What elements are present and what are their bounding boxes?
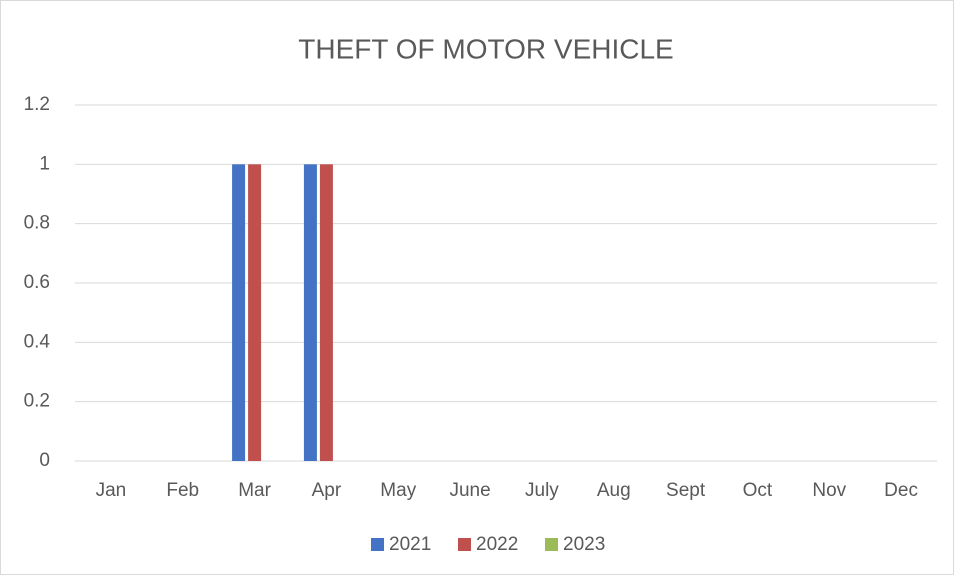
legend-swatch [371, 538, 384, 551]
y-tick-label: 1 [39, 153, 50, 174]
x-tick-label: May [380, 480, 416, 501]
x-tick-label: Sept [666, 480, 706, 501]
x-tick-label: Apr [312, 480, 342, 501]
legend-swatch [545, 538, 558, 551]
bar [248, 164, 262, 462]
bar [319, 164, 333, 462]
x-tick-label: Feb [166, 480, 199, 501]
x-tick-label: Oct [743, 480, 773, 501]
legend-label: 2023 [563, 534, 605, 555]
x-tick-label: Dec [884, 480, 918, 501]
x-tick-label: Aug [597, 480, 631, 501]
y-tick-label: 0.2 [24, 391, 50, 412]
x-tick-label: Jan [96, 480, 127, 501]
x-tick-label: June [449, 480, 490, 501]
y-tick-label: 1.2 [24, 94, 50, 115]
y-tick-label: 0.6 [24, 272, 50, 293]
y-tick-label: 0 [39, 450, 50, 471]
legend-label: 2022 [476, 534, 518, 555]
bar [303, 164, 317, 462]
x-tick-label: Mar [238, 480, 271, 501]
legend-swatch [458, 538, 471, 551]
y-tick-label: 0.8 [24, 213, 50, 234]
bar [232, 164, 246, 462]
x-tick-label: Nov [812, 480, 846, 501]
x-tick-label: July [525, 480, 559, 501]
legend-label: 2021 [389, 534, 431, 555]
y-tick-label: 0.4 [24, 331, 51, 352]
chart-title: THEFT OF MOTOR VEHICLE [298, 33, 673, 64]
